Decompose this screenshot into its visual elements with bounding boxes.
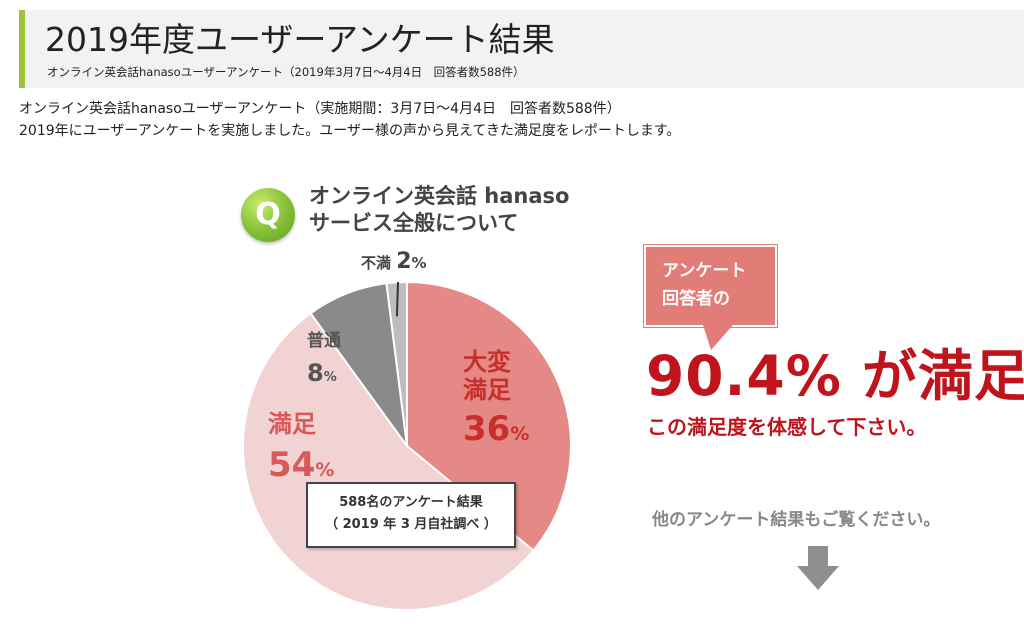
question-badge-letter: Q xyxy=(255,197,281,232)
pie-label-0-line-0: 大変 xyxy=(463,348,511,376)
pie-slice-3 xyxy=(385,280,408,447)
page-title: 2019年度ユーザーアンケート結果 xyxy=(45,20,555,59)
question-title-line-2: サービス全般について xyxy=(309,211,519,235)
question-badge-icon: Q xyxy=(241,188,295,242)
respondents-speech-bubble: アンケート 回答者の xyxy=(643,244,778,328)
intro-text: オンライン英会話hanasoユーザーアンケート（実施期間：3月7日〜4月4日 回… xyxy=(19,98,680,142)
satisfaction-stat: 90.4% が満足 xyxy=(646,344,1024,408)
intro-line-2: 2019年にユーザーアンケートを実施しました。ユーザー様の声から見えてきた満足度… xyxy=(19,123,681,139)
bubble-line-1: アンケート xyxy=(662,261,747,281)
survey-note-line-1: 588名のアンケート結果 xyxy=(339,495,483,510)
intro-line-1: オンライン英会話hanasoユーザーアンケート（実施期間：3月7日〜4月4日 回… xyxy=(19,101,621,117)
pie-label-2-line-0: 普通 xyxy=(307,330,341,351)
pie-label-0-line-1: 満足 xyxy=(463,376,511,404)
stat-caption: この満足度を体感して下さい。 xyxy=(647,415,927,439)
question-title: オンライン英会話 hanaso サービス全般について xyxy=(309,183,569,237)
pie-label-1-line-0: 満足 xyxy=(268,410,316,438)
question-title-line-1: オンライン英会話 hanaso xyxy=(309,184,570,208)
bubble-line-2: 回答者の xyxy=(662,289,730,309)
survey-note-box: 588名のアンケート結果 （ 2019 年 3 月自社調べ ） xyxy=(306,482,516,548)
pie-leader-line xyxy=(395,281,399,317)
down-arrow-icon[interactable] xyxy=(796,546,840,592)
pie-label-3: 不満 2% xyxy=(361,249,427,274)
survey-note-line-2: （ 2019 年 3 月自社調べ ） xyxy=(325,517,497,532)
pie-slice-0 xyxy=(406,280,572,552)
title-box: 2019年度ユーザーアンケート結果 オンライン英会話hanasoユーザーアンケー… xyxy=(19,10,1024,88)
bubble-tail xyxy=(703,325,733,350)
other-results-link[interactable]: 他のアンケート結果もご覧ください。 xyxy=(652,510,941,530)
pie-value-2: 8% xyxy=(307,359,337,387)
page-subtitle: オンライン英会話hanasoユーザーアンケート（2019年3月7日〜4月4日 回… xyxy=(47,65,525,79)
